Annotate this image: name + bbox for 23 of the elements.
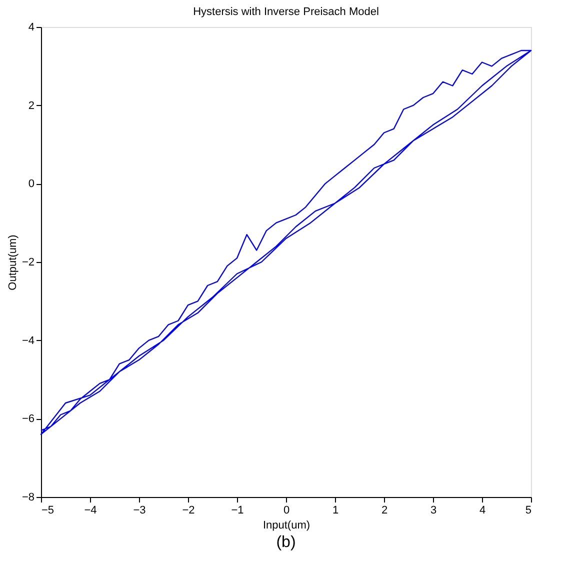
y-tick-label: −2 — [22, 256, 34, 268]
x-tick-label: −2 — [182, 504, 195, 516]
x-axis-title: Input(um) — [262, 520, 310, 532]
y-tick-label: 4 — [28, 22, 34, 34]
y-tick-label: −6 — [22, 413, 34, 426]
x-tick-label: 5 — [525, 504, 532, 516]
y-tick-label: 0 — [28, 178, 34, 190]
line-series — [40, 50, 532, 435]
y-axis-title: Output(um) — [6, 234, 19, 290]
text: (b) — [276, 534, 296, 551]
x-tick-label: −1 — [231, 504, 244, 516]
x-tick-label: −5 — [42, 504, 54, 516]
x-tick-label: 0 — [283, 504, 290, 516]
x-tick-label: 2 — [381, 504, 388, 516]
x-tick-label: 3 — [430, 504, 437, 516]
y-tick-label: −4 — [22, 334, 34, 347]
chart-title: Hystersis with Inverse Preisach Model — [193, 6, 379, 18]
y-tick-label: −8 — [22, 492, 34, 504]
x-tick-label: −3 — [133, 504, 146, 516]
x-tick-label: −4 — [84, 504, 97, 516]
x-tick-label: 1 — [332, 504, 339, 516]
x-tick-label: 4 — [479, 504, 486, 516]
y-tick-label: 2 — [28, 100, 34, 112]
